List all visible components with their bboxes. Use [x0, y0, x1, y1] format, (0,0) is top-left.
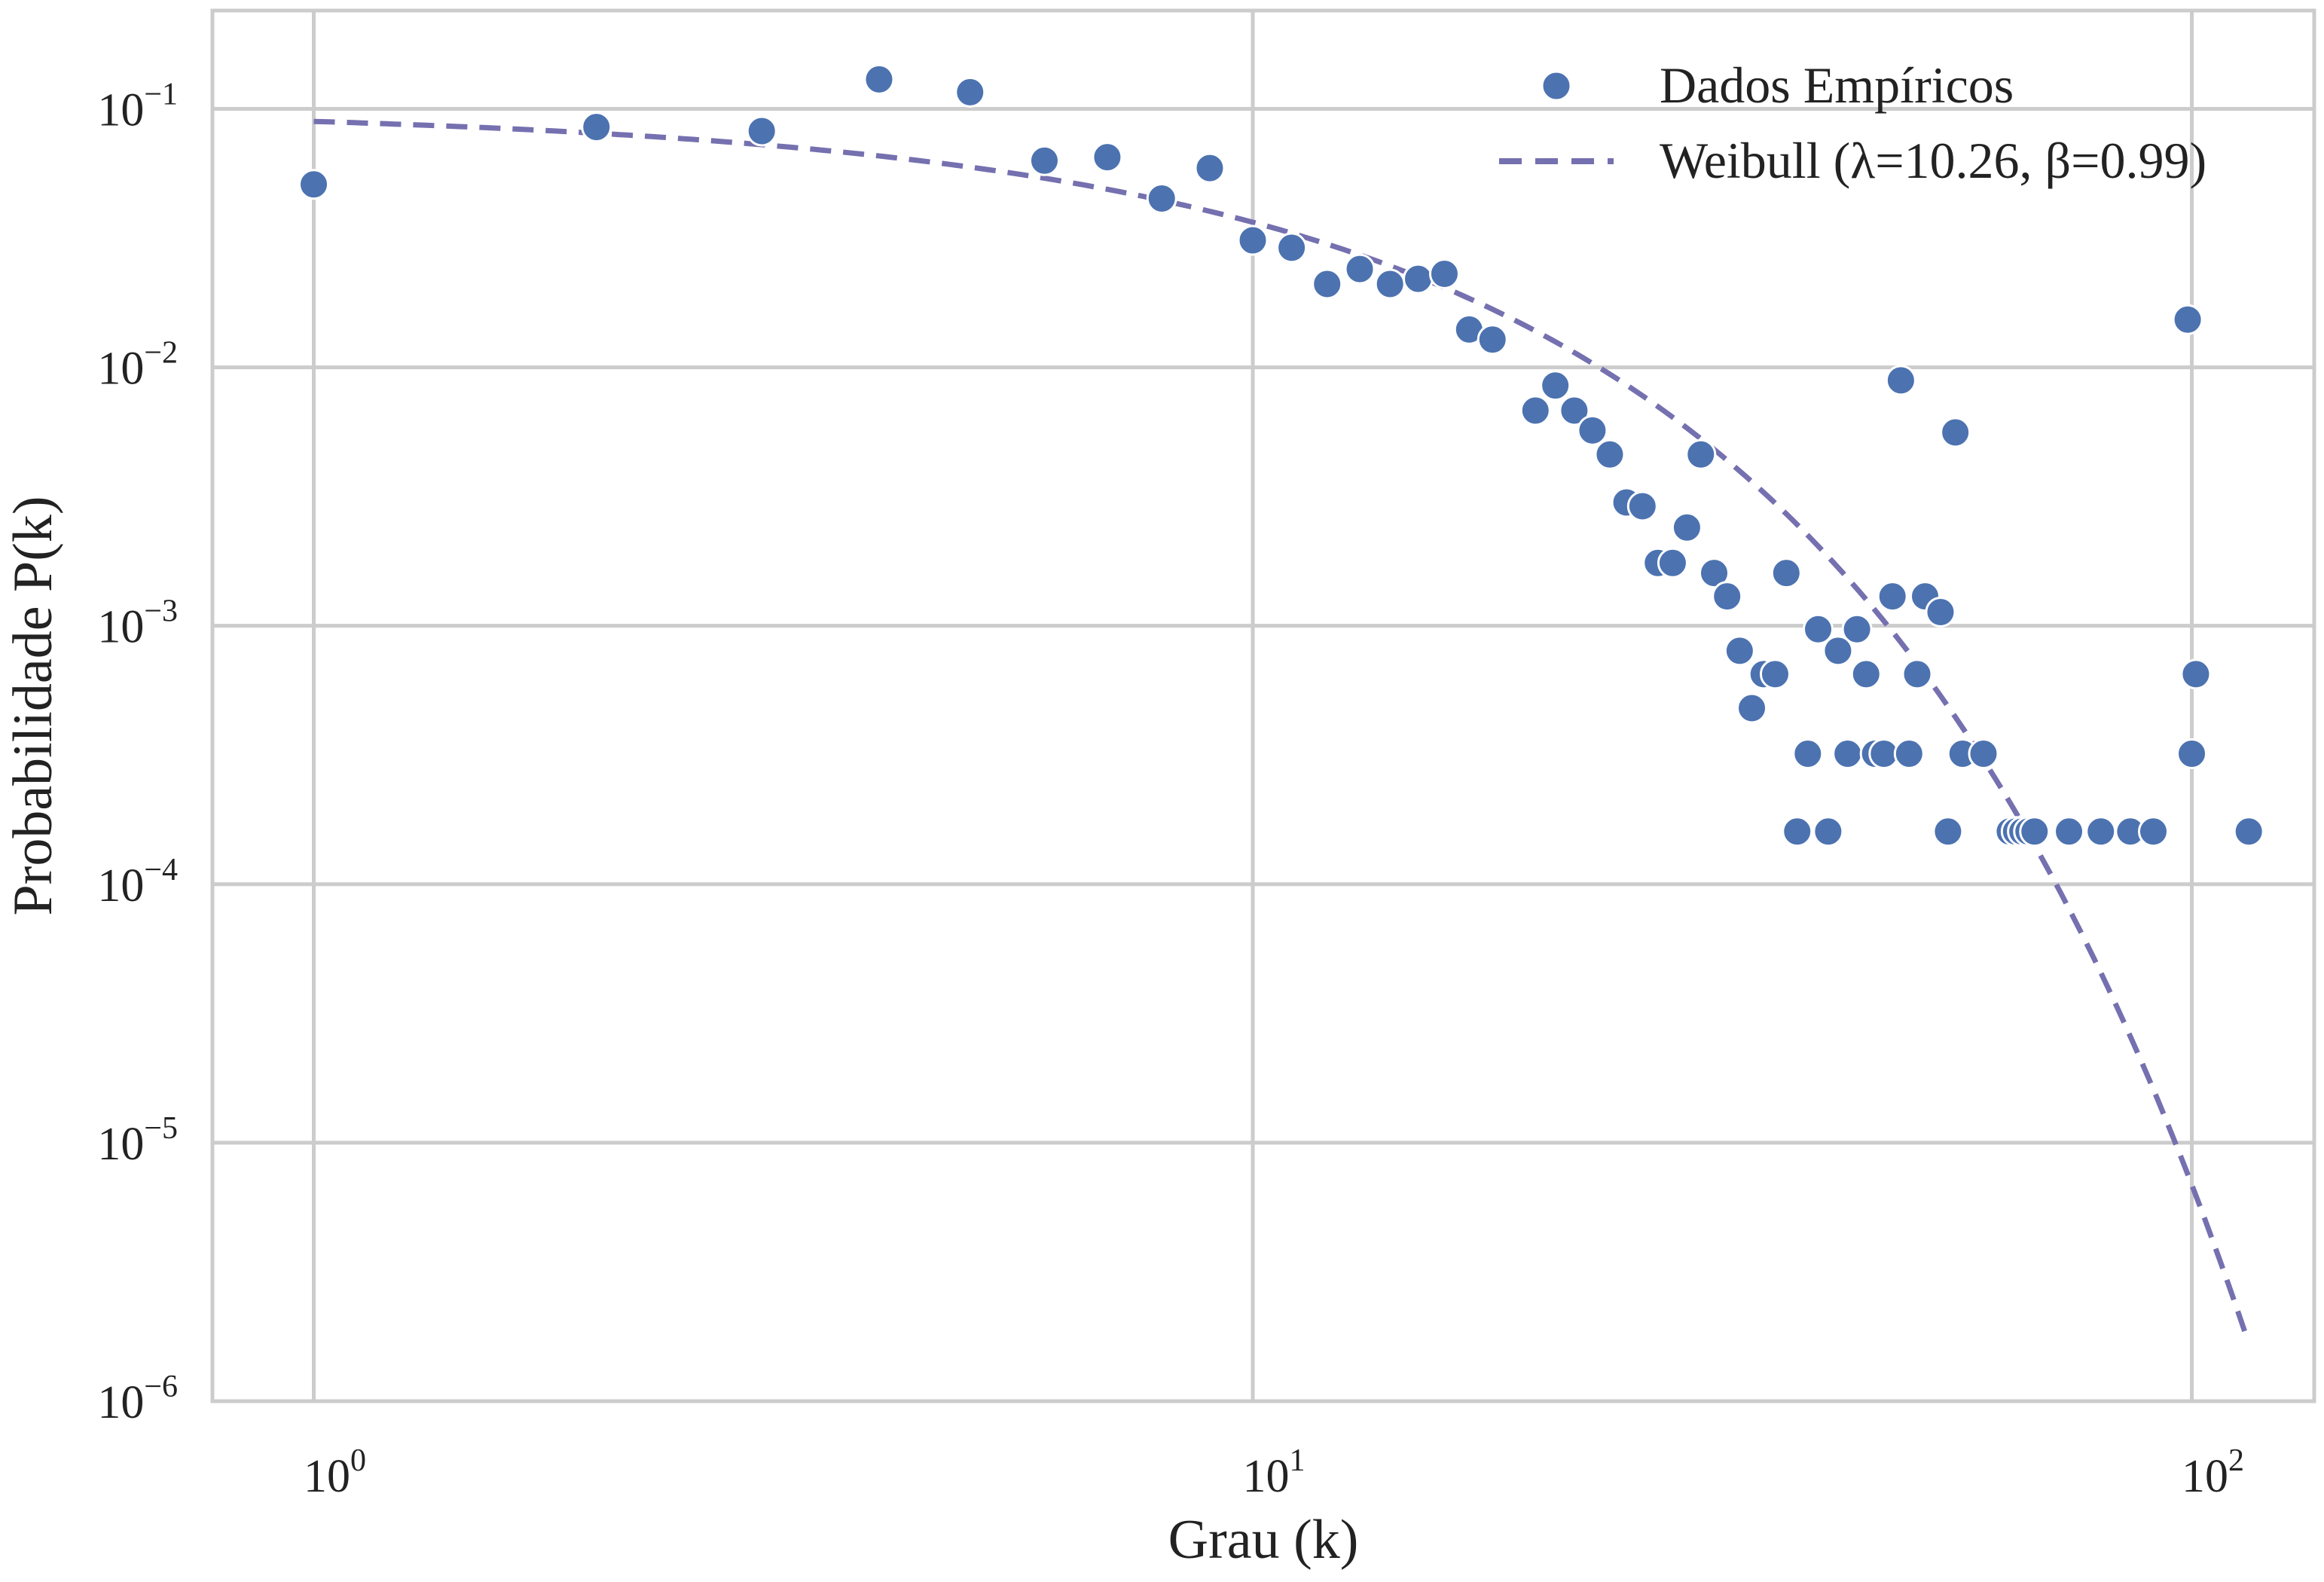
data-point: [1822, 635, 1854, 667]
legend-marker-scatter: [1541, 70, 1572, 102]
data-point: [1893, 738, 1925, 769]
x-tick-label: 101: [1243, 1443, 1306, 1502]
data-point: [1559, 395, 1590, 426]
data-point: [1885, 365, 1916, 396]
data-point: [2054, 816, 2085, 848]
x-axis-label: Grau (k): [1168, 1509, 1359, 1571]
data-point: [1832, 738, 1864, 769]
data-point: [1841, 613, 1873, 645]
y-tick-label: 10−3: [97, 594, 178, 653]
y-tick-label: 10−5: [97, 1111, 178, 1170]
data-point: [1850, 658, 1882, 690]
y-tick-label: 10−4: [97, 853, 178, 912]
data-point: [746, 115, 777, 147]
data-point: [1519, 395, 1551, 426]
data-point: [2233, 816, 2264, 848]
data-point: [1877, 581, 1908, 612]
y-tick-label: 10−6: [97, 1370, 178, 1428]
data-point: [2176, 738, 2208, 769]
data-point: [1671, 512, 1703, 543]
data-point: [1932, 816, 1964, 848]
data-point: [1736, 692, 1768, 724]
data-point: [2137, 816, 2169, 848]
data-point: [1901, 658, 1933, 690]
data-point: [2019, 816, 2051, 848]
data-point: [863, 63, 895, 95]
data-point: [1594, 438, 1626, 470]
data-point: [1428, 258, 1460, 289]
data-point: [1759, 658, 1791, 690]
data-point: [1403, 263, 1434, 295]
data-point: [298, 169, 330, 200]
data-point: [1925, 596, 1956, 628]
scatter-points: [298, 63, 2264, 848]
data-point: [1237, 224, 1269, 256]
data-point: [1577, 414, 1608, 446]
data-point: [1792, 738, 1824, 769]
y-axis-label: Probabilidade P(k): [2, 496, 64, 916]
data-point: [1770, 557, 1802, 589]
data-point: [1146, 182, 1177, 214]
data-point: [1802, 613, 1834, 645]
y-tick-label: 10−2: [97, 336, 178, 395]
legend-label-scatter: Dados Empíricos: [1660, 56, 2014, 114]
data-point: [1028, 145, 1060, 176]
data-point: [1092, 142, 1123, 173]
data-point: [1312, 268, 1343, 300]
data-point: [581, 111, 612, 143]
y-tick-label: 10−1: [97, 77, 178, 136]
data-point: [1968, 738, 1999, 769]
legend: Dados Empíricos Weibull (λ=10.26, β=0.99…: [1499, 56, 2206, 189]
data-point: [1344, 253, 1376, 285]
data-point: [1477, 324, 1508, 356]
x-tick-label: 102: [2182, 1443, 2244, 1502]
data-point: [1699, 557, 1730, 589]
tick-labels: 100 101 102 10−1 10−2 10−3 10−4 10−5 10−6: [97, 77, 2244, 1502]
data-point: [954, 76, 986, 108]
plot-area: [212, 11, 2314, 1401]
data-point: [1812, 816, 1844, 848]
data-point: [1940, 417, 1971, 448]
data-point: [2180, 658, 2212, 690]
data-point: [1712, 581, 1743, 612]
data-point: [1685, 438, 1717, 470]
data-point: [1657, 547, 1688, 579]
x-tick-label: 100: [304, 1443, 366, 1502]
data-point: [1626, 490, 1658, 522]
data-point: [1374, 268, 1406, 300]
data-point: [1724, 635, 1755, 667]
data-point: [2172, 304, 2203, 335]
data-point: [1782, 816, 1813, 848]
data-point: [2085, 816, 2117, 848]
plot-frame: [210, 8, 2316, 1403]
data-point: [1276, 232, 1308, 264]
legend-label-line: Weibull (λ=10.26, β=0.99): [1660, 132, 2206, 189]
data-point: [1194, 152, 1226, 184]
data-point: [1540, 370, 1571, 402]
